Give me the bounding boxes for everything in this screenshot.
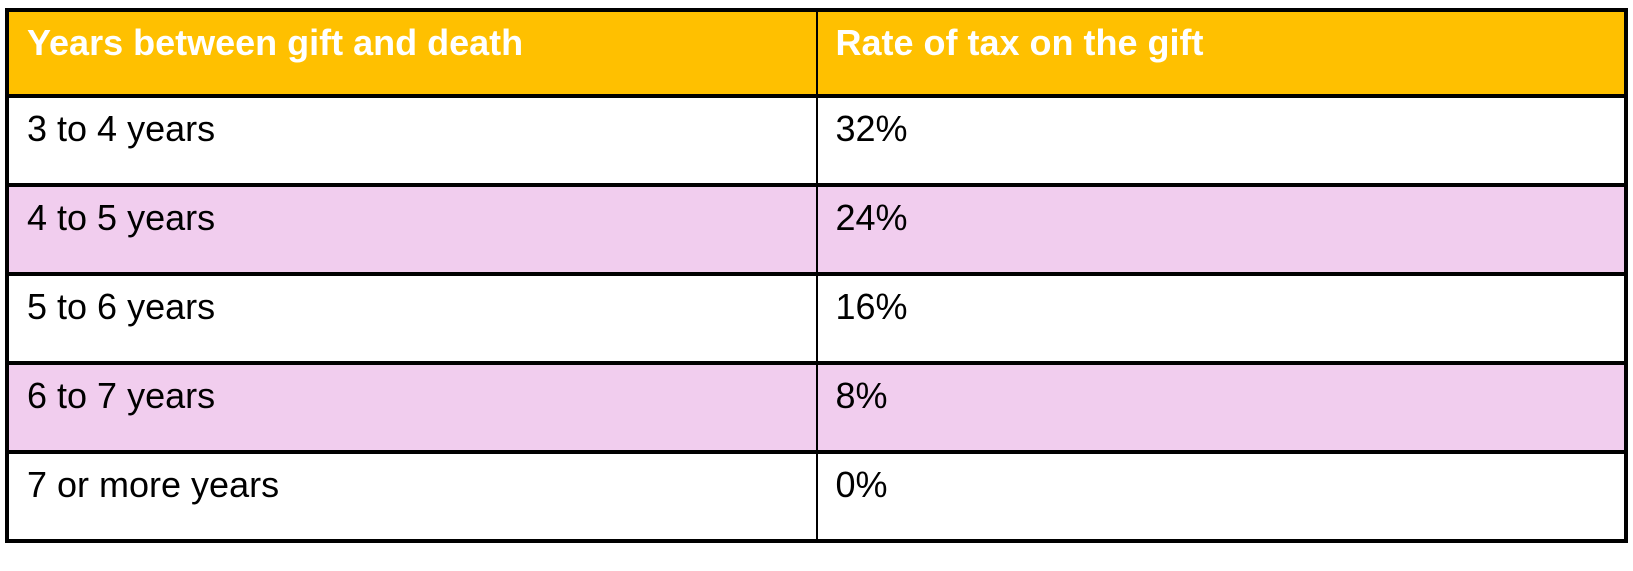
gift-tax-rate-table: Years between gift and death Rate of tax… (5, 8, 1628, 543)
table-row: 7 or more years 0% (7, 450, 1626, 543)
table-row: 4 to 5 years 24% (7, 183, 1626, 276)
table-row: 6 to 7 years 8% (7, 361, 1626, 454)
table-body: 3 to 4 years 32% 4 to 5 years 24% 5 to 6… (7, 94, 1626, 543)
rate-cell: 16% (815, 272, 1626, 365)
rate-cell: 8% (815, 361, 1626, 454)
column-header-rate: Rate of tax on the gift (815, 8, 1626, 98)
years-cell: 6 to 7 years (7, 361, 817, 454)
table-row: 3 to 4 years 32% (7, 94, 1626, 187)
years-cell: 5 to 6 years (7, 272, 817, 365)
years-cell: 4 to 5 years (7, 183, 817, 276)
years-cell: 7 or more years (7, 450, 817, 543)
years-cell: 3 to 4 years (7, 94, 817, 187)
rate-cell: 0% (815, 450, 1626, 543)
header-row: Years between gift and death Rate of tax… (7, 8, 1626, 98)
tax-table-container: Years between gift and death Rate of tax… (5, 8, 1628, 543)
rate-cell: 32% (815, 94, 1626, 187)
table-row: 5 to 6 years 16% (7, 272, 1626, 365)
column-header-years: Years between gift and death (7, 8, 817, 98)
rate-cell: 24% (815, 183, 1626, 276)
table-header: Years between gift and death Rate of tax… (7, 8, 1626, 98)
